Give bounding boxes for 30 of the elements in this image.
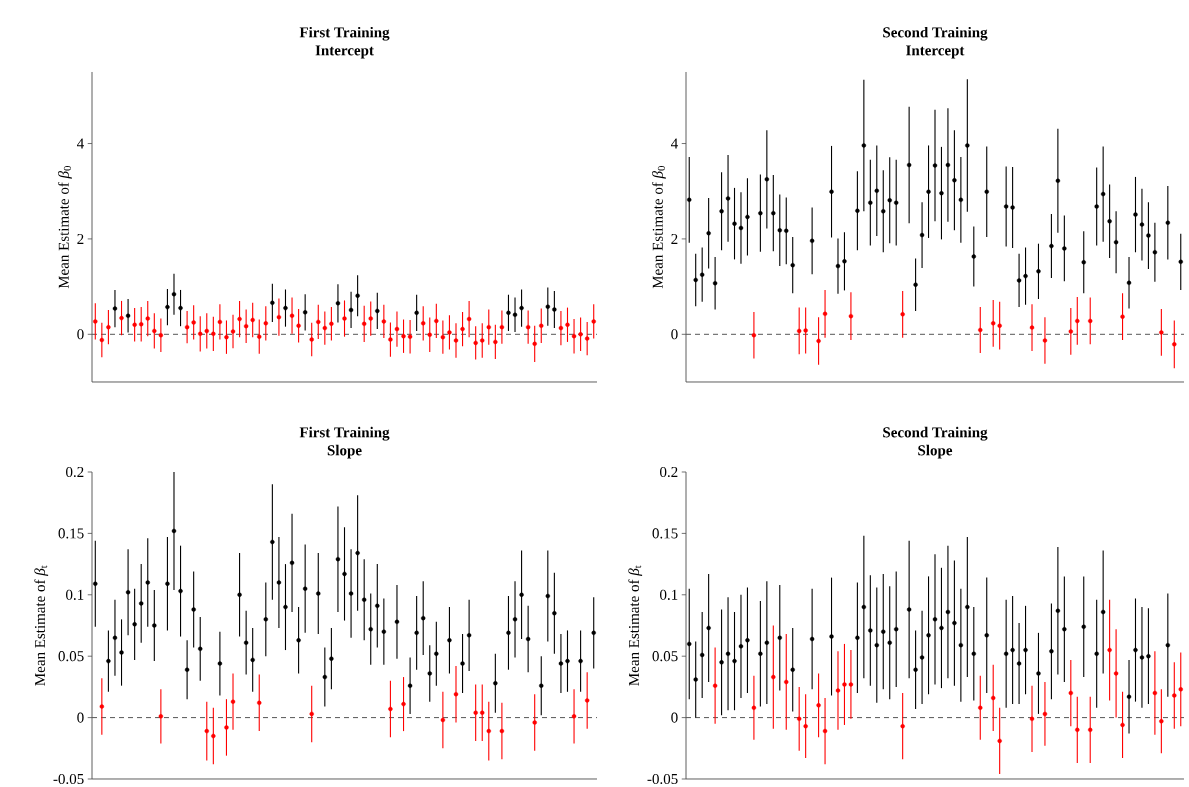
- y-tick-label: 0.1: [66, 589, 84, 600]
- y-tick-label: 0: [671, 329, 678, 340]
- y-axis-title: Mean Estimate of β$_{0}$: [58, 166, 72, 289]
- y-tick-label: 4: [671, 138, 678, 149]
- y-axis-title: Mean Estimate of β$_{t}$: [628, 565, 643, 686]
- y-tick-label: 2: [77, 233, 84, 244]
- chart-subtitle: Intercept: [906, 45, 965, 59]
- y-tick-label: 0.05: [652, 651, 678, 662]
- chart-subtitle: Slope: [327, 444, 362, 459]
- chart-title: Second Training: [883, 426, 988, 441]
- y-tick-label: -0.05: [53, 773, 84, 785]
- y-tick-label: 0.15: [58, 528, 84, 539]
- y-tick-label: 0: [77, 712, 84, 723]
- y-tick-label: 0: [77, 329, 84, 340]
- y-axis-title: Mean Estimate of β$_{t}$: [34, 565, 49, 686]
- y-tick-label: 0.2: [660, 466, 678, 478]
- y-axis-title: Mean Estimate of β$_{0}$: [652, 166, 666, 289]
- y-tick-label: 4: [77, 138, 84, 149]
- y-tick-label: -0.05: [647, 773, 678, 785]
- y-tick-label: 0.2: [66, 466, 84, 478]
- y-tick-label: 0: [671, 712, 678, 723]
- chart-subtitle: Intercept: [315, 45, 374, 59]
- chart-title: Second Training: [883, 26, 988, 41]
- y-tick-label: 0.1: [660, 589, 678, 600]
- y-tick-label: 2: [671, 233, 678, 244]
- chart-title: First Training: [299, 26, 390, 41]
- chart-title: First Training: [299, 426, 390, 441]
- y-tick-label: 0.15: [652, 528, 678, 539]
- y-tick-label: 0.05: [58, 651, 84, 662]
- chart-subtitle: Slope: [918, 444, 953, 459]
